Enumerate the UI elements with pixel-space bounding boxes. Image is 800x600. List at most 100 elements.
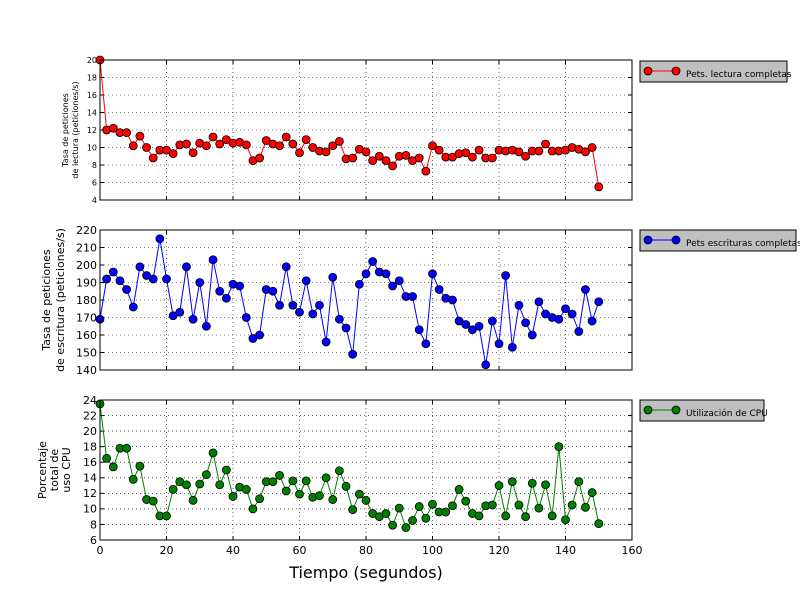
data-point xyxy=(448,501,457,511)
data-point xyxy=(521,512,530,522)
data-point xyxy=(494,481,504,490)
y-tick-label: 170 xyxy=(76,311,97,324)
panel-2: 140 150 160 170 180 190 200 210 220 Tasa de petic… xyxy=(40,224,800,377)
data-point xyxy=(188,495,198,505)
data-point xyxy=(561,304,570,314)
legend-label: Utilización de CPU xyxy=(686,408,768,419)
data-point xyxy=(501,511,511,521)
data-point xyxy=(514,147,524,157)
data-point xyxy=(587,488,597,497)
data-point xyxy=(288,476,298,486)
data-point xyxy=(168,485,178,494)
data-point xyxy=(474,321,484,331)
data-point xyxy=(321,473,331,483)
data-point xyxy=(341,481,351,491)
data-point xyxy=(594,519,604,529)
y-axis-label: Porcentaje xyxy=(36,441,49,499)
data-point xyxy=(241,313,251,322)
data-point xyxy=(148,274,158,284)
data-point xyxy=(215,480,225,490)
legend: Utilización de CPU xyxy=(639,399,768,422)
data-point xyxy=(574,477,584,487)
data-point xyxy=(507,342,517,352)
data-point xyxy=(448,295,457,305)
y-tick-label: 4 xyxy=(92,196,97,205)
data-point xyxy=(354,489,364,499)
series-line xyxy=(99,238,600,365)
x-tick-label: 40 xyxy=(226,544,240,557)
y-tick-label: 20 xyxy=(83,425,97,438)
data-point xyxy=(401,150,411,160)
data-point xyxy=(534,503,544,513)
data-point xyxy=(487,316,497,326)
data-point xyxy=(122,285,131,294)
data-point xyxy=(368,257,378,266)
data-point xyxy=(561,515,570,525)
data-point xyxy=(328,272,338,282)
legend-marker xyxy=(643,66,653,76)
data-point xyxy=(441,507,451,517)
series-line xyxy=(99,59,600,187)
data-point xyxy=(281,262,291,272)
data-point xyxy=(388,520,398,530)
data-point xyxy=(195,479,205,489)
legend-box xyxy=(639,229,797,252)
data-point xyxy=(381,269,391,279)
data-point xyxy=(301,135,311,145)
data-point xyxy=(474,511,484,521)
data-point xyxy=(295,489,304,499)
data-point xyxy=(521,318,530,328)
data-point xyxy=(361,495,371,505)
y-axis-label: total de xyxy=(48,449,61,492)
y-tick-label: 14 xyxy=(83,472,97,485)
data-point xyxy=(201,321,211,331)
data-point xyxy=(514,500,524,510)
y-tick-label: 10 xyxy=(87,143,97,152)
data-point xyxy=(135,461,145,471)
y-axis-label: Tasa de peticiones xyxy=(40,249,53,352)
data-point xyxy=(102,274,112,284)
data-point xyxy=(128,141,138,151)
data-point xyxy=(487,500,497,510)
y-tick-label: 18 xyxy=(83,441,97,454)
data-point xyxy=(328,141,338,151)
data-point xyxy=(102,453,112,463)
data-point xyxy=(587,316,597,326)
data-point xyxy=(461,320,471,329)
data-point xyxy=(168,149,178,159)
data-point xyxy=(594,182,604,192)
data-point xyxy=(521,151,530,161)
data-point xyxy=(494,339,504,349)
data-point xyxy=(348,349,358,359)
x-tick-label: 20 xyxy=(160,544,174,557)
panel-3: 6 8 10 12 14 16 18 20 22 24 0 20 40 60 80 100 120 140 160 P… xyxy=(36,394,768,557)
data-point xyxy=(241,485,251,494)
data-point xyxy=(248,504,258,514)
data-point xyxy=(374,151,384,161)
data-point xyxy=(541,139,550,149)
data-point xyxy=(428,141,437,151)
legend-label: Pets. lectura completas xyxy=(686,70,792,80)
x-tick-label: 160 xyxy=(622,544,643,557)
data-point xyxy=(195,278,205,287)
x-tick-label: 0 xyxy=(97,544,104,557)
legend-marker xyxy=(671,405,681,415)
legend-marker xyxy=(671,235,681,245)
y-tick-label: 6 xyxy=(90,534,97,547)
data-point xyxy=(414,325,424,335)
y-tick-label: 160 xyxy=(76,329,97,342)
plot-frame xyxy=(99,229,633,371)
data-point xyxy=(255,330,265,340)
data-point xyxy=(108,123,118,133)
data-point xyxy=(275,471,284,480)
data-point xyxy=(268,286,278,296)
data-point xyxy=(235,281,245,291)
data-point xyxy=(408,292,417,301)
data-point xyxy=(295,307,304,317)
y-tick-label: 12 xyxy=(87,126,97,135)
data-point xyxy=(208,255,218,265)
data-point xyxy=(268,477,278,487)
y-tick-label: 8 xyxy=(90,518,97,531)
data-point xyxy=(587,143,597,152)
y-tick-label: 10 xyxy=(83,503,97,516)
